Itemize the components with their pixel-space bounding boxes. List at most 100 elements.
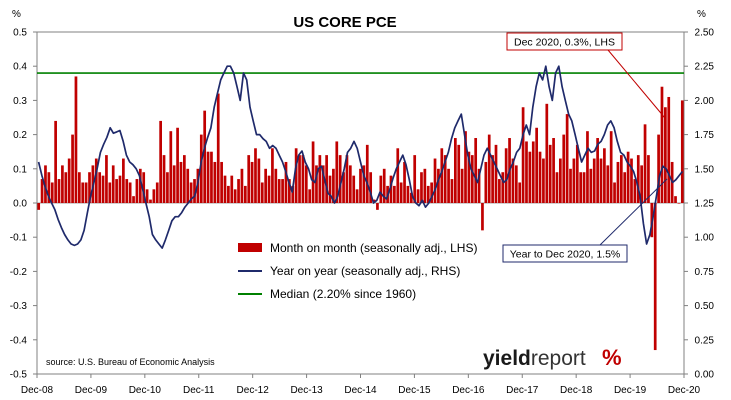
mom-bar (504, 148, 508, 203)
mom-bar (271, 148, 274, 203)
mom-bar (230, 175, 234, 203)
left-axis: 0.5 0.4 0.3 0.2 0.1 0.0 -0.1 -0.2 -0.3 -0.4 -0.5 (10, 28, 37, 381)
mom-bar (240, 168, 244, 203)
mom-bar (440, 148, 444, 203)
mom-bar (494, 144, 498, 203)
mom-bar (575, 144, 579, 203)
mom-bar (166, 172, 169, 203)
mom-bar (420, 172, 423, 203)
mom-bar (243, 185, 247, 203)
mom-bar (128, 182, 132, 203)
mom-bar (132, 196, 135, 203)
mom-bar (304, 165, 308, 203)
mom-bar (437, 168, 440, 203)
logo-text: yieldreport (483, 347, 586, 370)
mom-bar (565, 114, 569, 203)
mom-bar (613, 182, 616, 203)
right-tick-label: 0.75 (695, 267, 715, 278)
mom-bar (569, 168, 572, 203)
mom-bar (318, 155, 322, 203)
mom-bar (118, 175, 122, 203)
mom-bar (40, 179, 44, 203)
mom-bar (254, 148, 257, 203)
mom-bar (57, 179, 61, 203)
mom-bar (660, 86, 664, 203)
mom-bar (179, 161, 183, 203)
mom-bar (477, 168, 481, 203)
mom-bar (680, 100, 684, 203)
legend: Month on month (seasonally adj., LHS) Ye… (238, 241, 477, 301)
mom-bar (189, 182, 193, 203)
left-tick-label: 0.1 (13, 164, 27, 175)
mom-bar (250, 161, 254, 203)
mom-bar (525, 141, 528, 203)
mom-bar (521, 107, 525, 203)
mom-bar (125, 179, 129, 203)
mom-bar (619, 155, 623, 203)
mom-bar (162, 155, 166, 203)
yieldreport-logo: yieldreport % (483, 345, 622, 370)
mom-bar (379, 175, 383, 203)
mom-bar (206, 151, 210, 203)
mom-bar (491, 155, 494, 203)
right-tick-label: 2.25 (695, 62, 715, 73)
mom-bar (145, 189, 149, 203)
mom-bar (203, 110, 207, 203)
x-tick-label: Dec-16 (452, 385, 485, 396)
x-tick-label: Dec-08 (21, 385, 54, 396)
mom-bar (223, 175, 227, 203)
mom-bar (623, 172, 627, 203)
x-tick-label: Dec-14 (344, 385, 377, 396)
x-tick-label: Dec-12 (237, 385, 270, 396)
mom-bar (98, 172, 102, 203)
mom-bar (311, 141, 315, 203)
mom-bar (677, 203, 681, 204)
mom-bar (572, 158, 576, 203)
mom-bar (413, 155, 417, 203)
mom-bar (535, 127, 539, 203)
left-tick-label: -0.4 (10, 335, 28, 346)
mom-bar (423, 168, 427, 203)
mom-bar (643, 124, 647, 203)
mom-bar (559, 158, 562, 203)
left-tick-label: 0.2 (13, 130, 27, 141)
mom-bar (596, 138, 599, 203)
mom-bar (105, 155, 108, 203)
annotation-yoy-text: Year to Dec 2020, 1.5% (510, 249, 621, 261)
mom-bar (338, 155, 342, 203)
left-axis-unit: % (12, 9, 21, 20)
yoy-line-series (37, 65, 684, 249)
left-tick-label: 0.3 (13, 96, 27, 107)
left-tick-label: -0.1 (10, 233, 28, 244)
mom-bar (396, 148, 400, 203)
annotation-mom-text: Dec 2020, 0.3%, LHS (514, 37, 615, 49)
mom-bar (355, 189, 359, 203)
mom-bar (284, 161, 288, 203)
mom-bar (498, 179, 501, 203)
mom-bar (606, 165, 610, 203)
mom-bar (430, 182, 433, 203)
mom-bar (352, 175, 356, 203)
x-tick-label: Dec-19 (614, 385, 647, 396)
mom-bar (135, 179, 139, 203)
mom-bar (667, 96, 671, 203)
mom-bar (328, 175, 332, 203)
mom-bar (294, 148, 298, 203)
mom-bar (359, 168, 362, 203)
x-tick-label: Dec-17 (506, 385, 539, 396)
annotation-yoy-box (502, 244, 628, 263)
mom-bar (321, 165, 325, 203)
mom-bar (260, 182, 264, 203)
mom-bar (277, 179, 281, 203)
mom-bar (335, 141, 339, 203)
mom-bar (562, 134, 566, 203)
mom-bar (406, 185, 410, 203)
mom-bar (460, 168, 464, 203)
right-tick-label: 2.50 (695, 28, 715, 39)
mom-bar (484, 161, 488, 203)
x-tick-label: Dec-11 (183, 385, 215, 396)
mom-bar (376, 203, 379, 210)
annotation-mom: Dec 2020, 0.3%, LHS (506, 32, 666, 119)
logo-percent-icon: % (602, 345, 622, 370)
mom-bar (84, 182, 88, 203)
